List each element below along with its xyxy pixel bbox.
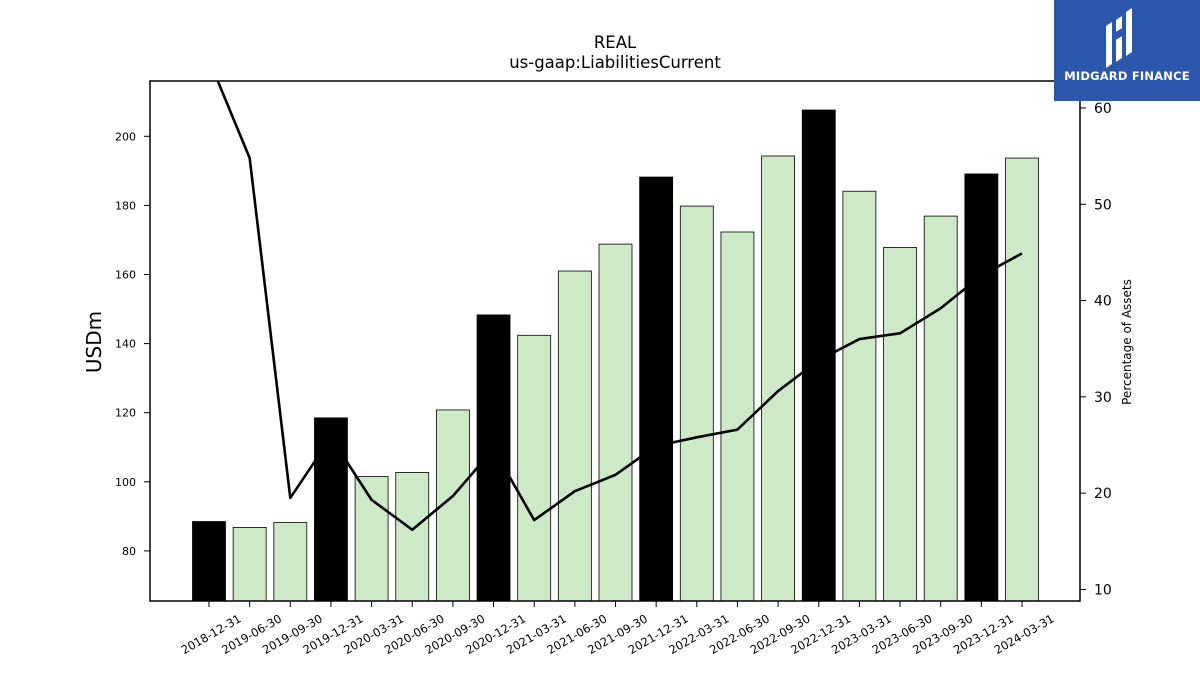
y2-tick-label: 20 bbox=[1094, 486, 1112, 502]
y2-tick-label: 40 bbox=[1094, 294, 1112, 310]
y-tick-label: 200 bbox=[115, 130, 136, 143]
y-axis-label: USDm bbox=[82, 311, 106, 373]
bar bbox=[598, 243, 633, 602]
bar-year-end bbox=[964, 173, 999, 602]
y-tick-label: 140 bbox=[115, 338, 136, 351]
bars-layer bbox=[192, 109, 1039, 602]
y2-axis-label: Percentage of Assets bbox=[1120, 279, 1134, 405]
line-layer bbox=[216, 81, 1023, 532]
bar bbox=[395, 472, 430, 602]
chart-title: REAL bbox=[594, 33, 637, 52]
bar bbox=[232, 527, 267, 602]
percentage-line bbox=[216, 81, 1023, 532]
bar bbox=[679, 205, 714, 602]
y-tick-label: 100 bbox=[115, 476, 136, 489]
bar-year-end bbox=[476, 314, 511, 602]
chart-subtitle: us-gaap:LiabilitiesCurrent bbox=[509, 53, 721, 72]
bar bbox=[720, 231, 755, 602]
bar bbox=[842, 190, 877, 602]
bar bbox=[883, 247, 917, 602]
bar bbox=[273, 522, 308, 602]
y-tick-label: 180 bbox=[115, 199, 136, 212]
bar-year-end bbox=[639, 176, 674, 602]
midgard-logo: MIDGARD FINANCE bbox=[1054, 0, 1200, 101]
y-tick-label: 80 bbox=[122, 545, 136, 558]
midgard-logo-icon bbox=[1106, 8, 1132, 68]
bar bbox=[1005, 157, 1039, 602]
y2-tick-label: 30 bbox=[1094, 390, 1112, 406]
y2-tick-label: 50 bbox=[1094, 197, 1112, 213]
bar bbox=[517, 334, 552, 602]
y2-tick-label: 10 bbox=[1094, 582, 1112, 598]
bar bbox=[557, 270, 592, 602]
y2-tick-label: 60 bbox=[1094, 101, 1112, 117]
y-tick-label: 120 bbox=[115, 407, 136, 420]
bar-year-end bbox=[192, 521, 226, 602]
logo-text: MIDGARD FINANCE bbox=[1064, 69, 1190, 83]
bar bbox=[761, 155, 795, 602]
bar bbox=[923, 215, 958, 602]
y-tick-label: 160 bbox=[115, 268, 136, 281]
bar bbox=[354, 476, 389, 602]
bar-year-end bbox=[314, 417, 348, 602]
